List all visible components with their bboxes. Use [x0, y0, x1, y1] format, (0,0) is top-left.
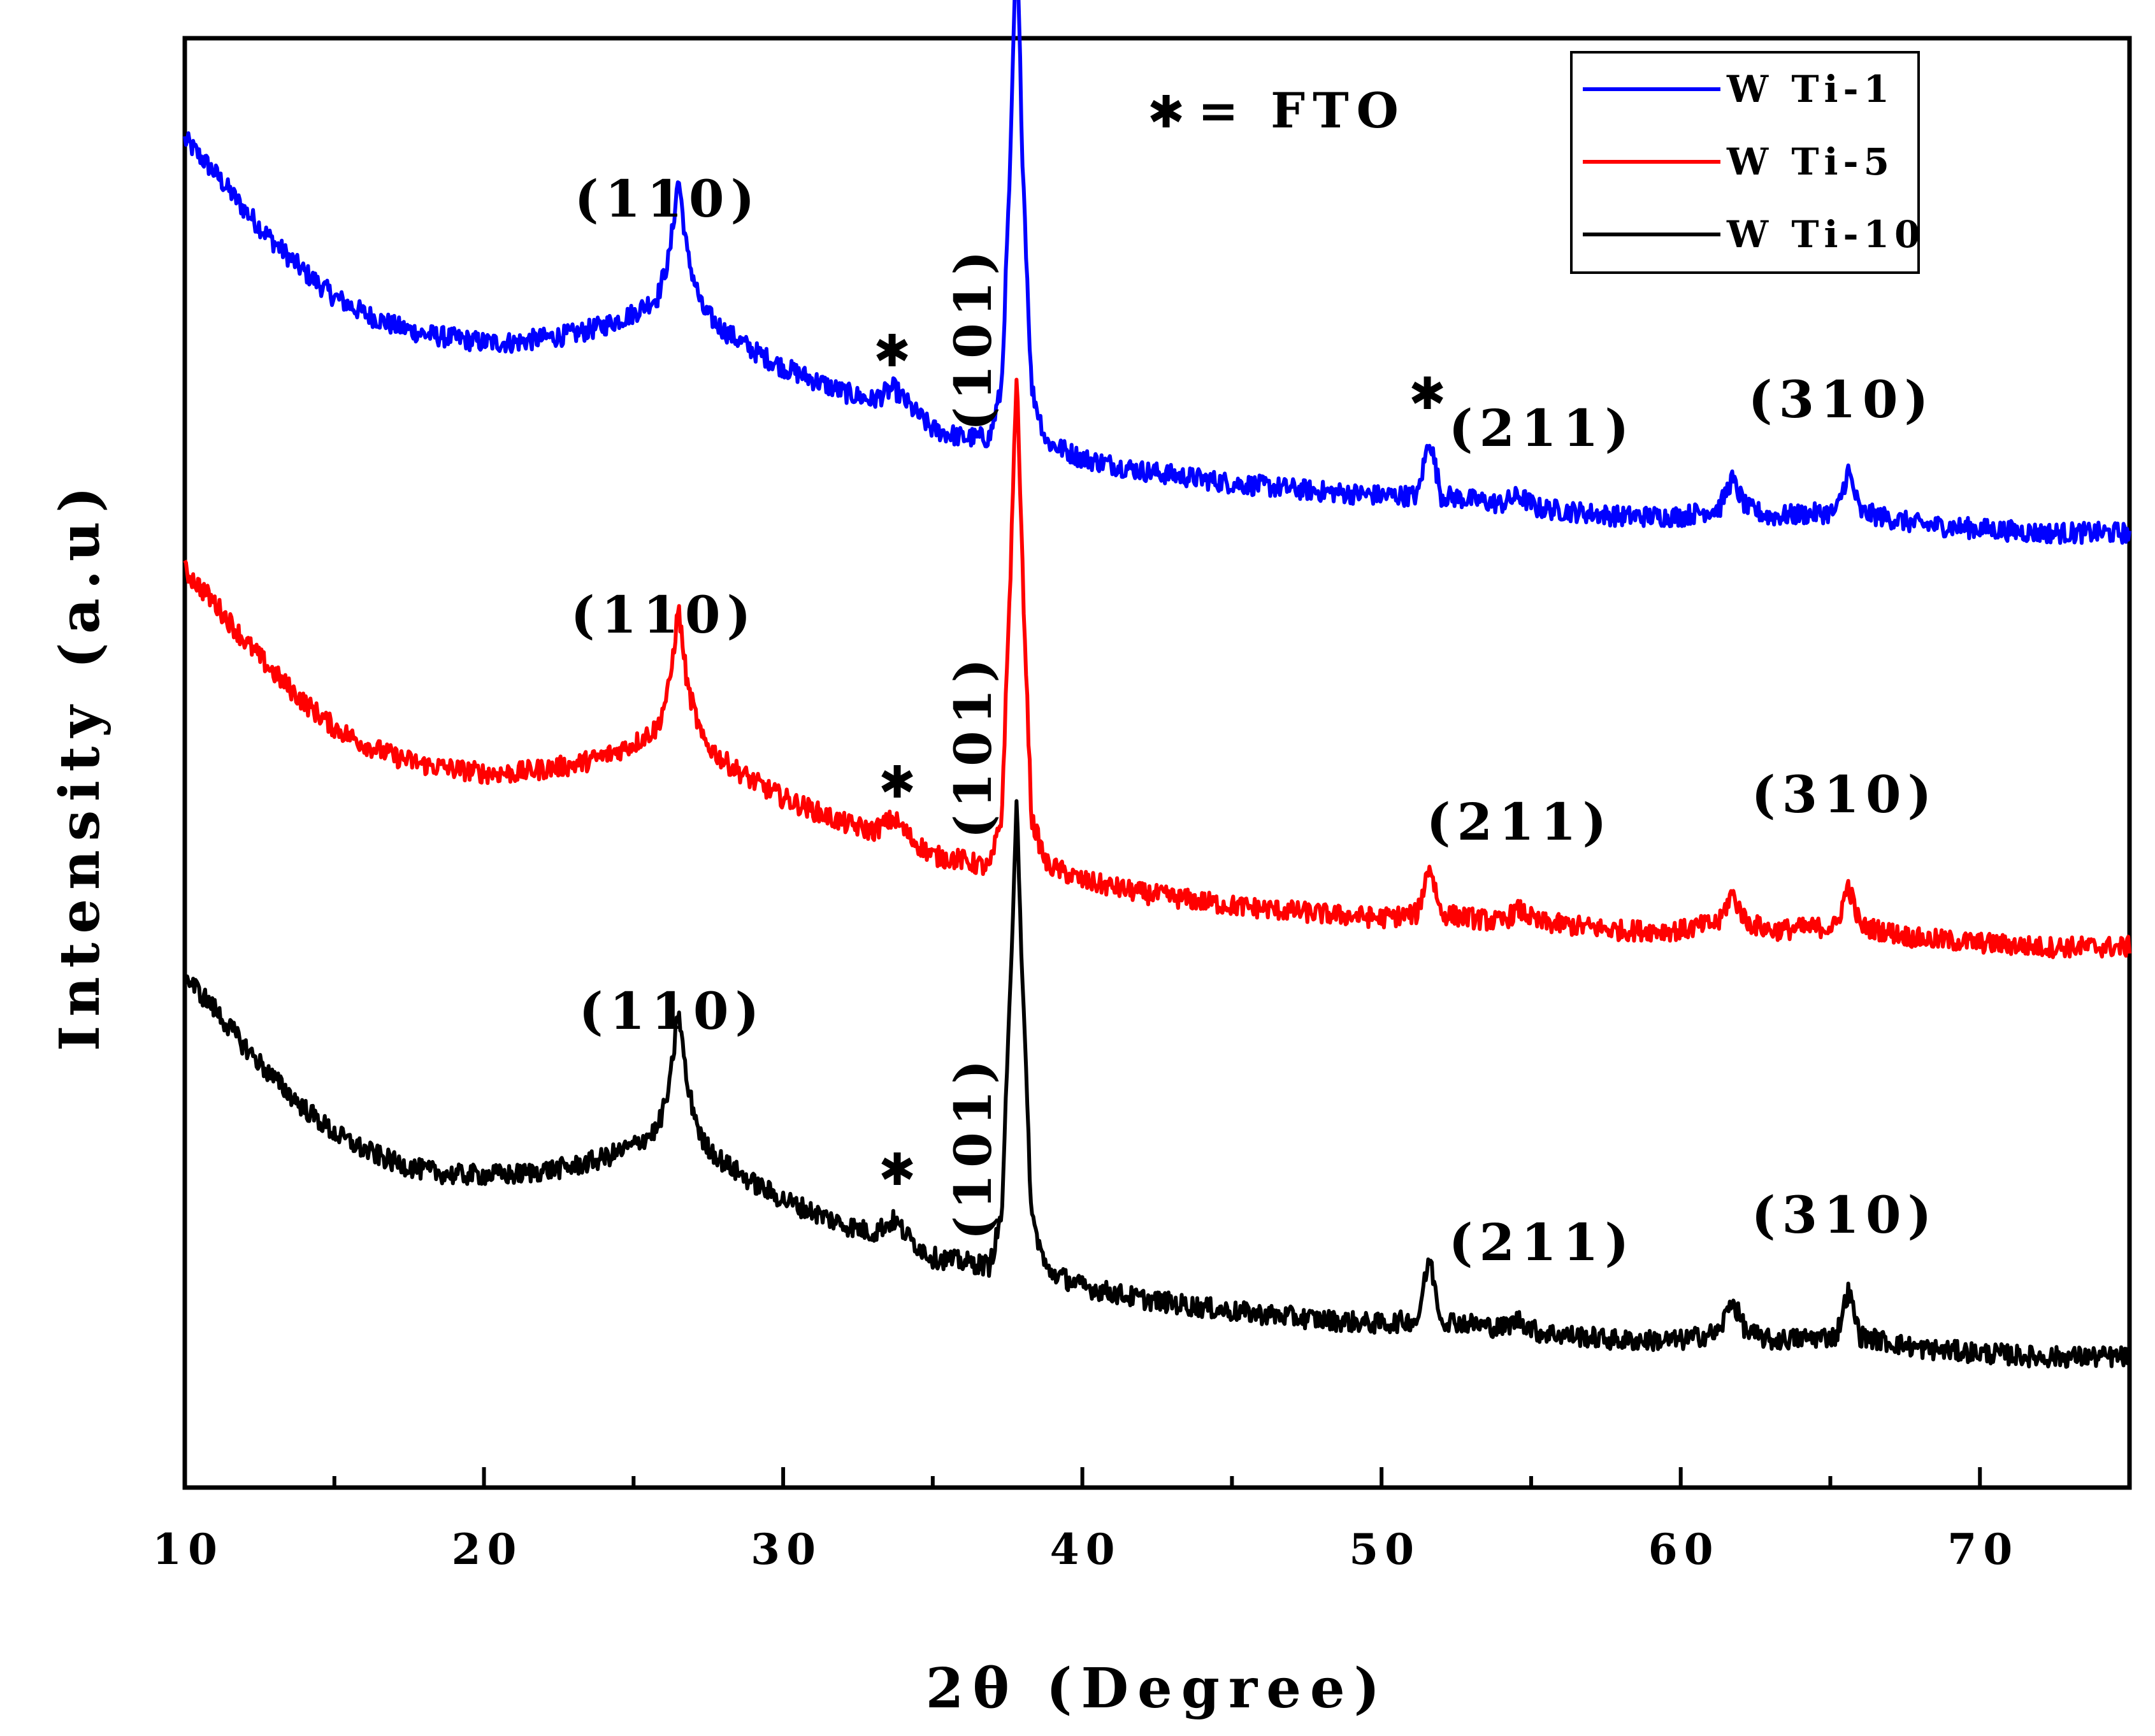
peak-label-110: (110)	[575, 169, 761, 229]
legend-label-wti10: W Ti-10	[1726, 213, 1925, 256]
legend-label-wti1: W Ti-1	[1726, 68, 1894, 111]
annotations-wti5: (110) ✱ (101) (211) (310)	[571, 585, 1938, 852]
peak-label-110: (110)	[579, 981, 766, 1041]
x-axis-title: 2θ (Degree)	[926, 1656, 1389, 1721]
fto-note-symbol: ✱	[1148, 86, 1185, 138]
peak-label-211: (211)	[1427, 792, 1613, 852]
fto-star: ✱	[1409, 368, 1446, 420]
x-tick-label: 60	[1648, 1524, 1720, 1574]
x-tick-label: 70	[1947, 1524, 2019, 1574]
x-tick-label: 50	[1349, 1524, 1420, 1574]
peak-label-310: (310)	[1752, 1185, 1938, 1245]
peak-label-110: (110)	[571, 585, 758, 645]
series-layer	[183, 0, 2131, 1369]
x-tick-label: 10	[152, 1524, 224, 1574]
peak-label-101: (101)	[943, 1054, 1003, 1240]
x-axis: 10 20 30 40 50 60 70	[152, 1467, 2131, 1574]
fto-note: ✱ = FTO	[1148, 82, 1406, 139]
fto-star: ✱	[874, 325, 911, 377]
peak-label-310: (310)	[1748, 369, 1935, 429]
series-line-wti-10	[183, 799, 2131, 1369]
series-line-wti-5	[183, 377, 2131, 959]
legend-label-wti5: W Ti-5	[1726, 140, 1894, 183]
plot-frame	[182, 36, 2132, 1490]
fto-star: ✱	[879, 756, 916, 808]
peak-label-310: (310)	[1752, 764, 1938, 824]
legend: W Ti-1 W Ti-5 W Ti-10	[1570, 51, 1925, 274]
fto-note-text: = FTO	[1198, 82, 1406, 139]
annotations-wti1: (110) ✱ (101) ✱ (211) (310)	[575, 169, 1935, 458]
peak-label-211: (211)	[1449, 398, 1636, 458]
peak-label-211: (211)	[1449, 1212, 1636, 1272]
x-tick-label: 40	[1050, 1524, 1121, 1574]
x-tick-label: 20	[452, 1524, 523, 1574]
y-axis-title: Intensity (a.u)	[48, 478, 112, 1051]
peak-label-101: (101)	[943, 245, 1003, 431]
fto-star: ✱	[879, 1144, 916, 1196]
x-tick-label: 30	[751, 1524, 822, 1574]
peak-label-101: (101)	[943, 652, 1003, 839]
annotations-wti10: (110) ✱ (101) (211) (310)	[579, 981, 1938, 1272]
series-line-wti-1	[183, 0, 2131, 545]
